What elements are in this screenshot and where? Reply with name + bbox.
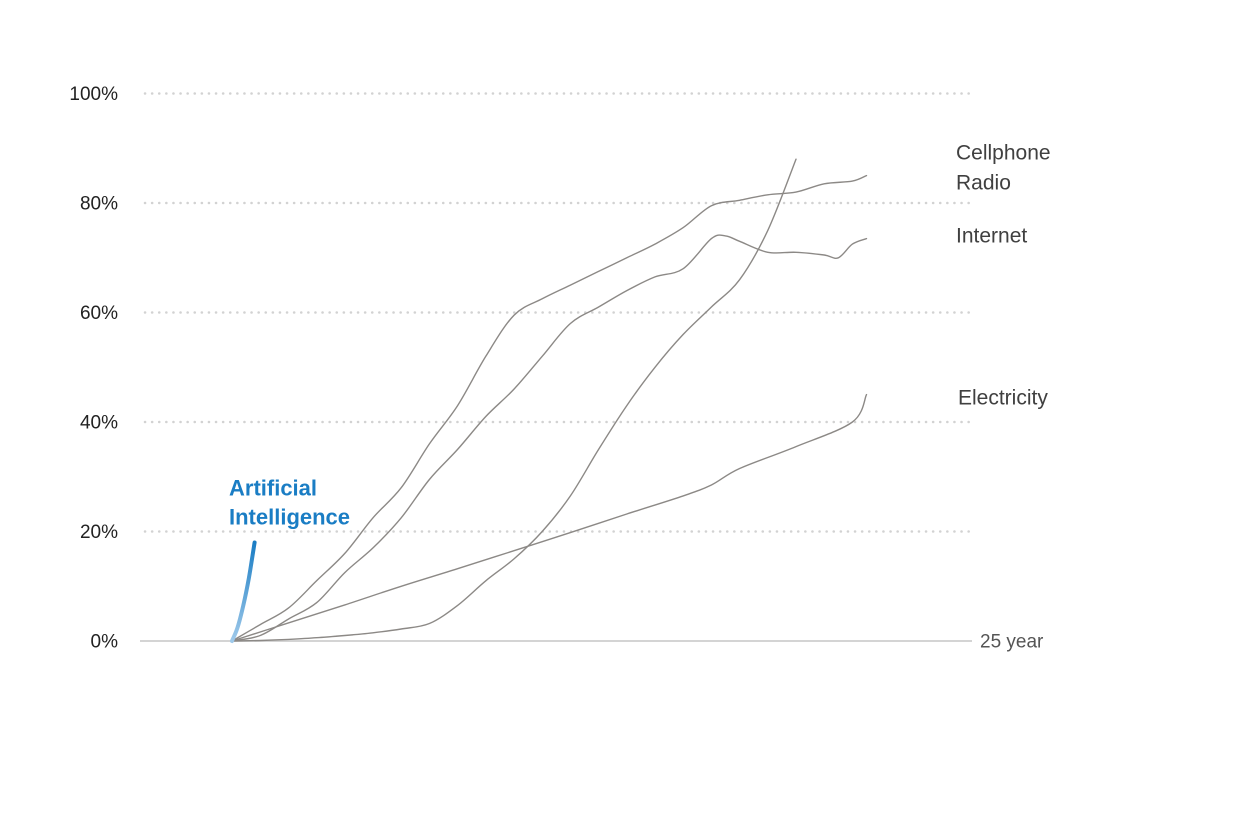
y-tick-label: 100% [69,84,118,105]
y-axis-tick-labels: 0% 20% 40% 60% 80% 100% [69,84,118,653]
gridlines [143,92,974,533]
series-line-cellphone [231,158,797,642]
series-label-radio: Radio [956,171,1011,194]
y-tick-label: 0% [91,632,119,653]
series-line-electricity [231,393,868,642]
series-label-electricity: Electricity [958,386,1048,409]
series-line-internet [231,234,868,642]
x-axis-end-label: 25 year [980,632,1044,653]
y-tick-label: 40% [80,413,118,434]
y-tick-label: 20% [80,522,118,543]
series-label-internet: Internet [956,224,1027,247]
y-tick-label: 80% [80,194,118,215]
y-tick-label: 60% [80,303,118,324]
series-label-ai-line2: Intelligence [229,505,350,530]
series-line-artificial-intelligence [230,540,257,643]
series-label-ai-line1: Artificial [229,476,317,501]
series-label-cellphone: Cellphone [956,141,1051,164]
series-lines [230,158,868,643]
series-line-radio [231,174,868,642]
